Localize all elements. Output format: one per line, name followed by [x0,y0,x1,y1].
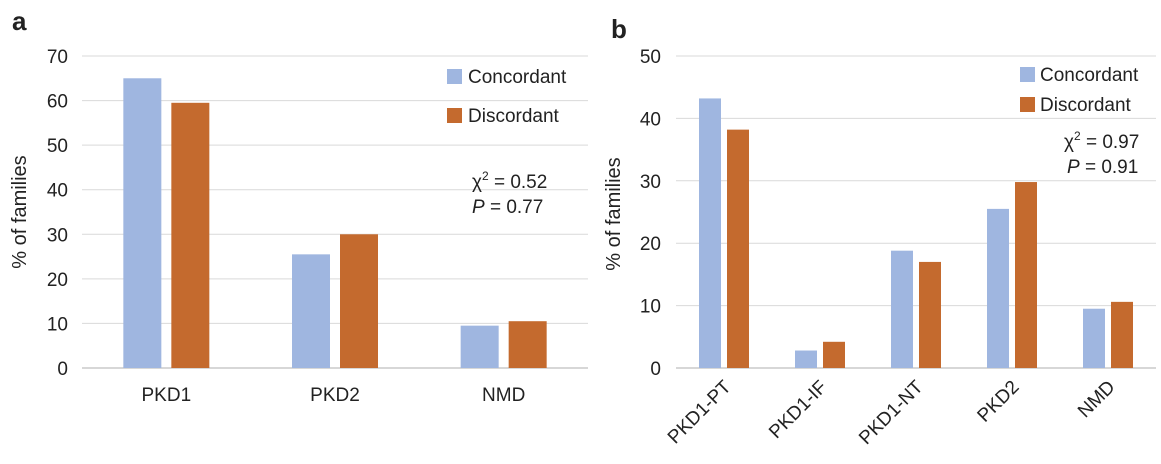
panel-a-bars [123,78,547,369]
panel-a-category-pkd1: PKD1 [142,385,192,406]
panel-a-bar-nmd-concordant [460,325,499,368]
panel-b-p-number: = 0.91 [1080,157,1139,178]
panel-b-bar-pkd1-if-discordant [823,341,845,368]
panel-b-bar-pkd1-pt-discordant [727,129,749,368]
panel-b-category-labels: PKD1-PT PKD1-IF PKD1-NT PKD2 NMD [664,376,1120,449]
panel-b-bar-pkd1-if-concordant [795,350,817,368]
panel-a-p-symbol: P [472,197,485,218]
panel-a-bar-pkd2-discordant [340,234,378,368]
panel-b-y-tick-40: 40 [640,109,661,130]
panel-b-category-pkd1-nt: PKD1-NT [855,376,928,449]
panel-b-bar-pkd2-discordant [1015,182,1037,368]
panel-a-p-value: P = 0.77 [472,197,543,218]
panel-a-category-labels: PKD1 PKD2 NMD [142,385,526,406]
panel-a-chi-square: χ2 = 0.52 [472,169,547,193]
panel-a-bar-pkd2-concordant [292,254,330,368]
panel-b-p-value: P = 0.91 [1067,157,1138,178]
panel-b-y-tick-50: 50 [640,47,661,68]
panel-a-y-tick-40: 40 [47,181,68,202]
panel-b-bar-nmd-concordant [1083,308,1105,368]
panel-b-y-tick-30: 30 [640,172,661,193]
panel-a-legend: Concordant Discordant [447,67,567,127]
panel-a-legend-label-discordant: Discordant [468,106,560,127]
panel-a-category-nmd: NMD [482,385,525,406]
panel-b-y-tick-labels: 0 10 20 30 40 50 [640,47,661,380]
panel-b-p-symbol: P [1067,157,1080,178]
panel-b-y-tick-20: 20 [640,234,661,255]
panel-a-y-tick-10: 10 [47,314,68,335]
panel-b-gridlines [676,55,1156,369]
panel-b-legend: Concordant Discordant [1020,65,1139,116]
panel-b-category-nmd: NMD [1074,377,1119,422]
panel-a-y-tick-60: 60 [47,92,68,113]
panel-a-bar-pkd1-concordant [123,78,162,369]
panel-a-chi-exponent: 2 [482,169,489,183]
panel-a-bar-nmd-discordant [508,321,547,368]
panel-a-bar-pkd1-discordant [171,102,210,369]
panel-a-y-tick-30: 30 [47,225,68,246]
panel-a-letter: a [12,6,27,36]
panel-b-category-pkd1-pt: PKD1-PT [664,376,736,448]
panel-a-y-tick-50: 50 [47,136,68,157]
panel-a-y-tick-0: 0 [57,359,68,380]
panel-b-bar-pkd2-concordant [987,208,1009,368]
panel-b-bar-nmd-discordant [1111,301,1133,368]
panel-b-bar-pkd1-pt-concordant [699,98,721,368]
panel-b-bar-pkd1-nt-concordant [891,250,913,368]
panel-a-legend-label-concordant: Concordant [468,67,567,88]
panel-a-legend-swatch-concordant [447,69,462,84]
panel-b-chi-value: = 0.97 [1081,132,1140,153]
panel-b-legend-label-discordant: Discordant [1040,95,1132,116]
panel-a-category-pkd2: PKD2 [310,385,360,406]
panel-b-legend-label-concordant: Concordant [1040,65,1139,86]
panel-a-y-tick-labels: 0 10 20 30 40 50 60 70 [47,47,68,380]
panel-b-chi-square: χ2 = 0.97 [1064,129,1139,153]
panel-a-chi-value: = 0.52 [489,172,548,193]
panel-b-y-tick-10: 10 [640,297,661,318]
panel-a-y-axis-label: % of families [9,155,31,268]
panel-b-bar-pkd1-nt-discordant [919,261,941,368]
panel-a-chart: a 0 10 20 30 40 50 60 70 PKD1 PKD2 NMD % of famil… [9,6,588,406]
panel-b-legend-swatch-discordant [1020,97,1035,112]
panel-a-y-tick-70: 70 [47,47,68,68]
panel-b-chart: b 0 10 20 30 40 50 PKD1-PT PKD1-IF PKD1-NT PKD2 N… [603,14,1156,449]
panel-b-y-tick-0: 0 [650,359,661,380]
panel-b-letter: b [611,14,627,44]
panel-b-chi-exponent: 2 [1074,129,1081,143]
panel-b-category-pkd1-if: PKD1-IF [765,377,831,443]
panel-b-legend-swatch-concordant [1020,67,1035,82]
panel-b-statistics: χ2 = 0.97 P = 0.91 [1064,129,1139,178]
panel-b-category-pkd2: PKD2 [974,377,1024,427]
panel-b-bars [699,98,1133,368]
panel-a-p-number: = 0.77 [485,197,544,218]
panel-b-y-axis-label: % of families [603,157,625,270]
panel-b-chi-symbol: χ [1064,132,1074,153]
panel-a-chi-symbol: χ [472,172,482,193]
panel-a-legend-swatch-discordant [447,108,462,123]
panel-a-y-tick-20: 20 [47,270,68,291]
panel-a-statistics: χ2 = 0.52 P = 0.77 [472,169,547,218]
panel-a-gridlines [82,55,588,369]
